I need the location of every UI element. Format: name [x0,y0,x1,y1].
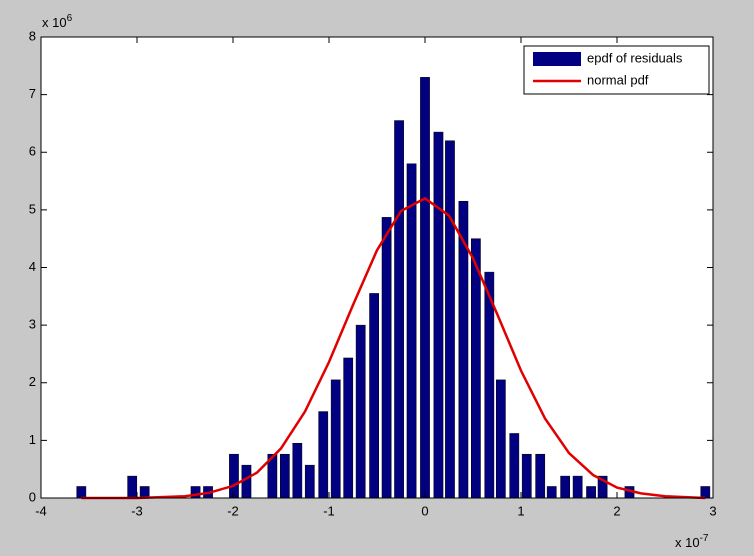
legend: epdf of residuals normal pdf [523,45,710,95]
y-tick-label: 2 [29,374,36,389]
x-tick-label: -2 [227,503,239,518]
bar [304,464,315,499]
bar [127,475,138,499]
bar [369,293,379,499]
bar [495,379,506,499]
x-tick-label: -3 [131,503,143,518]
bar [406,163,417,499]
bar [330,379,341,499]
bar [433,131,444,499]
y-multiplier-exponent: 6 [67,13,73,24]
legend-label: normal pdf [587,72,649,87]
x-multiplier-base: x 10 [675,535,700,550]
line [81,196,706,500]
bar [355,324,366,499]
bar [560,475,571,499]
bar [521,453,532,499]
plot-frame [40,36,714,499]
bar [420,77,430,499]
y-tick-label: 6 [29,144,36,159]
bar [279,453,290,499]
x-tick-label: 1 [517,503,524,518]
y-tick-label: 4 [29,259,36,274]
bar [343,357,354,499]
bar [509,433,520,499]
bar [535,453,546,499]
bar [572,475,583,499]
bar [700,486,711,499]
y-tick-label: 1 [29,432,36,447]
bar [318,411,329,499]
x-tick-label: 3 [709,503,716,518]
x-multiplier-exponent: -7 [700,533,709,544]
bar [471,238,481,499]
y-tick-label: 7 [29,86,36,101]
bar [381,217,392,499]
bar [586,486,596,499]
y-tick-label: 5 [29,201,36,216]
y-multiplier: x 106 [42,13,73,31]
x-tick-label: -4 [35,503,47,518]
legend-label: epdf of residuals [587,50,683,65]
x-multiplier: x 10-7 [675,533,709,551]
bar [139,486,150,499]
y-tick-label: 0 [29,489,36,504]
y-tick-label: 3 [29,317,36,332]
bar [394,120,404,499]
bar [445,140,455,499]
legend-swatch [533,52,581,66]
y-multiplier-base: x 10 [42,15,67,30]
x-tick-label: 2 [613,503,620,518]
y-tick-label: 8 [29,28,36,43]
bar [229,453,239,499]
bar [76,486,87,499]
x-tick-label: -1 [323,503,335,518]
x-tick-label: 0 [421,503,428,518]
bar [292,443,303,499]
bar [546,486,557,499]
